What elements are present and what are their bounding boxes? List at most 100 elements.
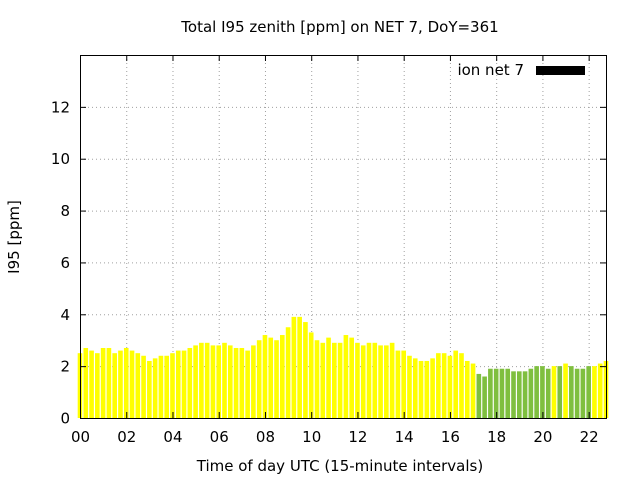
bar	[251, 345, 256, 418]
bar	[453, 350, 459, 418]
bar	[511, 371, 516, 418]
y-axis-label: I95 [ppm]	[5, 200, 23, 274]
bar	[563, 363, 568, 418]
legend-swatch	[536, 66, 585, 75]
bar	[545, 368, 551, 418]
bar	[274, 340, 279, 418]
y-tick-label: 12	[51, 98, 70, 116]
bar	[459, 353, 464, 418]
bar	[372, 342, 378, 418]
bar	[447, 355, 453, 418]
bar	[534, 366, 539, 418]
bar	[586, 366, 591, 418]
bar	[551, 366, 557, 418]
x-tick-label: 04	[163, 428, 182, 446]
bar	[135, 353, 141, 418]
bar	[488, 368, 493, 418]
bar	[181, 350, 187, 418]
bar	[227, 345, 233, 418]
bar	[83, 347, 89, 418]
bar	[349, 337, 354, 418]
bar	[100, 347, 106, 418]
bar	[175, 350, 181, 418]
bar	[378, 345, 383, 418]
bar	[482, 376, 487, 418]
bar	[355, 342, 360, 418]
bar	[216, 345, 222, 418]
bar	[106, 347, 112, 418]
bar	[540, 366, 545, 418]
bar	[204, 342, 210, 418]
bar	[158, 355, 164, 418]
bar	[112, 353, 117, 418]
bar	[424, 360, 430, 418]
grid	[80, 55, 606, 418]
bar	[395, 350, 401, 418]
x-tick-label: 20	[533, 428, 552, 446]
bar	[470, 363, 476, 418]
bar	[199, 342, 204, 418]
bar	[268, 337, 274, 418]
bar	[95, 353, 100, 418]
bar	[129, 350, 135, 418]
bar	[516, 371, 522, 418]
bar	[430, 358, 435, 418]
legend-label: ion net 7	[457, 61, 524, 79]
x-tick-label: 18	[487, 428, 506, 446]
bar	[505, 368, 511, 418]
bar	[245, 350, 250, 418]
bar	[366, 342, 372, 418]
bar	[239, 347, 245, 418]
bar	[193, 345, 198, 418]
bar	[308, 332, 314, 418]
bar	[222, 342, 227, 418]
bar	[493, 368, 499, 418]
bar	[476, 373, 482, 418]
bar	[464, 360, 470, 418]
bar	[314, 340, 320, 418]
bar	[574, 368, 580, 418]
x-tick-label: 10	[302, 428, 321, 446]
bar	[141, 355, 146, 418]
y-tick-label: 8	[60, 202, 70, 220]
y-tick-label: 10	[51, 150, 70, 168]
bar	[418, 360, 424, 418]
bar	[303, 322, 308, 418]
y-tick-label: 2	[60, 358, 70, 376]
x-tick-label: 22	[580, 428, 599, 446]
bar	[320, 342, 326, 418]
bar	[436, 353, 441, 418]
bar	[412, 358, 418, 418]
bar	[291, 316, 297, 418]
bar	[285, 327, 291, 418]
y-tick-label: 6	[60, 254, 70, 272]
bar	[256, 340, 262, 418]
bar	[332, 342, 337, 418]
bar	[569, 366, 574, 418]
bar	[360, 345, 366, 418]
bar	[170, 353, 175, 418]
bar	[233, 347, 239, 418]
x-tick-label: 12	[348, 428, 367, 446]
bars	[77, 316, 609, 418]
plot-frame	[80, 55, 607, 419]
bar	[118, 350, 123, 418]
x-tick-label: 00	[71, 428, 90, 446]
x-tick-label: 06	[210, 428, 229, 446]
bar	[147, 360, 152, 418]
bar	[297, 316, 302, 418]
x-axis-label: Time of day UTC (15-minute intervals)	[196, 457, 483, 475]
bar	[528, 368, 534, 418]
bar	[123, 347, 129, 418]
bar	[522, 371, 528, 418]
bar	[499, 368, 505, 418]
bar	[326, 337, 331, 418]
bar	[210, 345, 216, 418]
x-tick-label: 08	[256, 428, 275, 446]
y-tick-label: 0	[60, 410, 70, 428]
legend: ion net 7	[457, 61, 585, 79]
bar	[441, 353, 447, 418]
bar	[164, 355, 170, 418]
chart-title: Total I95 zenith [ppm] on NET 7, DoY=361	[180, 18, 498, 36]
